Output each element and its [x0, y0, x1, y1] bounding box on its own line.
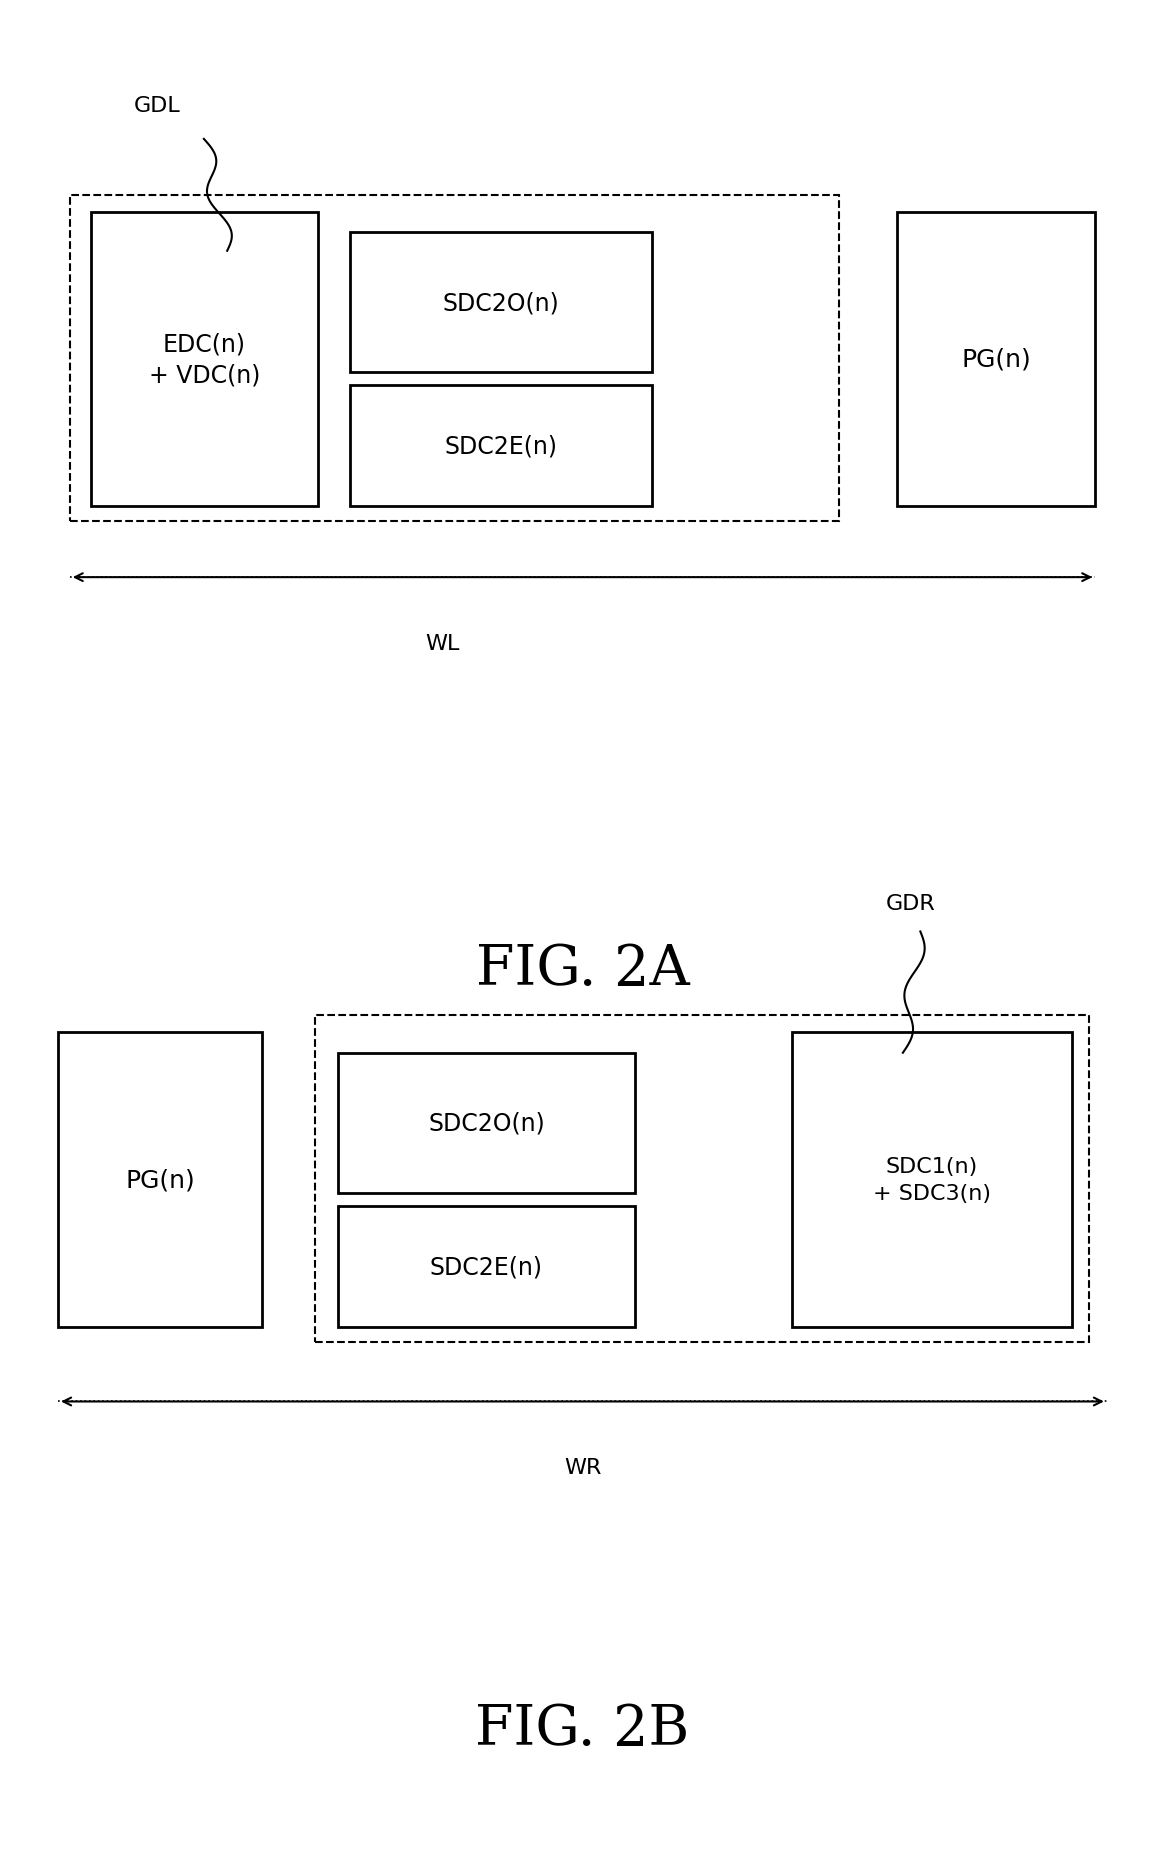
Text: WR: WR: [564, 1458, 601, 1478]
Text: EDC(n)
+ VDC(n): EDC(n) + VDC(n): [149, 332, 260, 388]
Text: SDC1(n)
+ SDC3(n): SDC1(n) + SDC3(n): [873, 1158, 991, 1202]
Text: SDC2E(n): SDC2E(n): [430, 1254, 543, 1279]
Bar: [338, 1206, 635, 1327]
Text: PG(n): PG(n): [126, 1169, 195, 1191]
Text: WL: WL: [425, 634, 460, 654]
Bar: [338, 1053, 635, 1193]
Text: SDC2O(n): SDC2O(n): [443, 291, 559, 315]
Bar: [792, 1033, 1072, 1327]
Text: SDC2O(n): SDC2O(n): [428, 1111, 545, 1135]
Bar: [58, 1033, 262, 1327]
Bar: [350, 233, 652, 373]
Text: FIG. 2B: FIG. 2B: [475, 1702, 690, 1756]
Bar: [315, 1016, 1089, 1342]
Text: SDC2E(n): SDC2E(n): [445, 434, 557, 459]
Bar: [70, 196, 839, 522]
Text: GDR: GDR: [885, 893, 935, 913]
Bar: [897, 212, 1095, 507]
Bar: [91, 212, 318, 507]
Text: FIG. 2A: FIG. 2A: [475, 941, 690, 995]
Bar: [350, 386, 652, 507]
Text: PG(n): PG(n): [961, 349, 1031, 371]
Text: GDL: GDL: [134, 95, 181, 116]
